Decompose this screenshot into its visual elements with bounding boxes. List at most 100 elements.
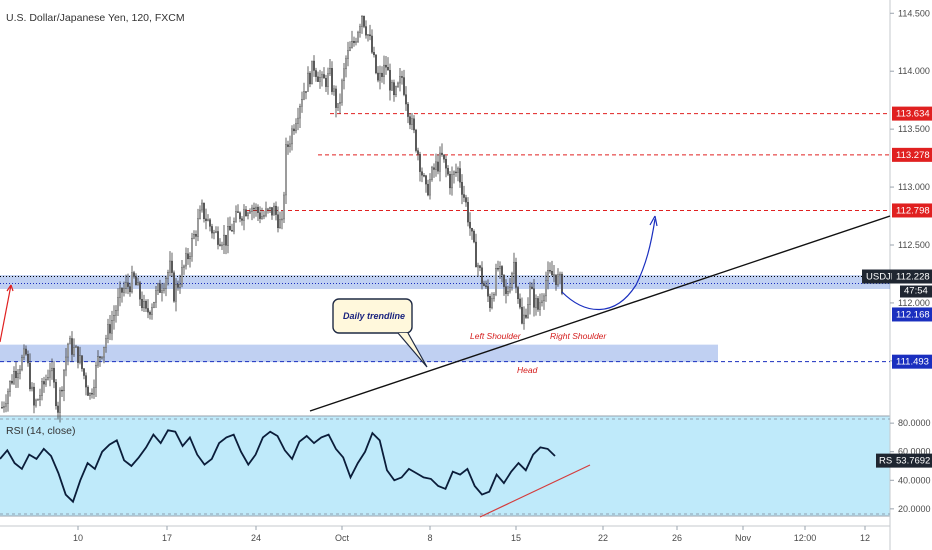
candle-body	[427, 183, 429, 196]
annotation-left-shoulder: Left Shoulder	[470, 331, 522, 341]
candle-body	[437, 161, 439, 172]
annotation-right-shoulder: Right Shoulder	[550, 331, 607, 341]
rsi-divergence-line[interactable]	[479, 464, 591, 518]
candle-body	[297, 117, 299, 124]
candle-body	[137, 282, 139, 286]
candle-body	[553, 274, 555, 276]
candle-body	[27, 354, 29, 364]
price-tick-label: 113.500	[898, 124, 930, 134]
candle-body	[59, 389, 61, 413]
candle-body	[147, 308, 149, 313]
candle-body	[355, 41, 357, 43]
candle-body	[149, 312, 151, 315]
candle-body	[85, 375, 87, 388]
candle-body	[253, 207, 255, 210]
candle-body	[475, 241, 477, 268]
candle-body	[333, 88, 335, 92]
symbol-badge: USDJPY	[862, 269, 904, 284]
candle-body	[495, 268, 497, 295]
candle-body	[15, 371, 17, 379]
candle-body	[207, 219, 209, 221]
candle-body	[345, 58, 347, 70]
candle-body	[339, 102, 341, 104]
candle-body	[267, 208, 269, 211]
candle-body	[181, 267, 183, 285]
candle-body	[509, 286, 511, 292]
level-badge-bg	[892, 147, 932, 162]
candle-body	[353, 41, 355, 43]
candle-body	[131, 272, 133, 293]
rsi-line	[0, 429, 556, 504]
candle-body	[279, 219, 281, 229]
candle-body	[423, 175, 425, 177]
candle-body	[523, 314, 525, 324]
candle-body	[115, 310, 117, 316]
candle-body	[489, 296, 491, 308]
callout-pointer	[397, 332, 428, 368]
candle-body	[251, 207, 253, 212]
candle-body	[163, 288, 165, 291]
candle-body	[249, 211, 251, 214]
candle-body	[433, 167, 435, 170]
callout-box	[332, 298, 413, 334]
candle-body	[129, 286, 131, 293]
candle-body	[53, 367, 55, 383]
candle-body	[419, 154, 421, 172]
support-zone[interactable]	[0, 275, 890, 290]
candle-body	[91, 393, 93, 395]
candle-body	[479, 265, 481, 268]
time-tick-label: 24	[251, 533, 261, 543]
candle-body	[501, 266, 503, 276]
candle-body	[413, 118, 415, 131]
candle-body	[387, 67, 389, 71]
candle-body	[547, 270, 549, 281]
candle-body	[405, 94, 407, 105]
candle-body	[441, 152, 443, 155]
candle-body	[67, 343, 69, 358]
candle-body	[409, 116, 411, 125]
candle-body	[117, 297, 119, 311]
time-axis[interactable]: 10 17 24 Oct 8 15 22 26 Nov 12:00 12	[73, 526, 870, 543]
candle-body	[497, 268, 499, 270]
price-tick-label: 112.000	[898, 298, 930, 308]
level-badge: 113.634	[892, 106, 932, 121]
time-tick-label: 17	[162, 533, 172, 543]
candle-body	[447, 168, 449, 175]
candle-body	[87, 386, 89, 396]
support-zone[interactable]	[0, 344, 718, 363]
current-price-badge: 112.228	[892, 269, 932, 284]
candle-body	[303, 91, 305, 100]
candle-body	[141, 299, 143, 309]
candle-body	[241, 218, 243, 221]
rsi-tick-label: 20.0000	[898, 504, 931, 514]
projection-arrow[interactable]	[561, 218, 656, 311]
candle-body	[269, 207, 271, 210]
candle-body	[373, 52, 375, 56]
candle-body	[421, 171, 423, 176]
candle-body	[45, 379, 47, 385]
candle-body	[283, 194, 285, 220]
daily-trendline-callout[interactable]: Daily trendline	[332, 298, 428, 368]
daily-trendline[interactable]	[309, 215, 891, 412]
candle-body	[5, 403, 7, 407]
candle-body	[483, 283, 485, 286]
candle-body	[151, 307, 153, 315]
candle-body	[109, 324, 111, 334]
candle-body	[233, 221, 235, 232]
level-badge-text: 113.634	[896, 109, 930, 120]
candle-body	[499, 266, 501, 269]
candle-body	[363, 16, 365, 27]
candle-body	[341, 80, 343, 103]
candle-body	[465, 197, 467, 203]
candle-body	[525, 314, 527, 318]
candle-body	[481, 267, 483, 284]
candle-body	[107, 324, 109, 339]
candle-body	[459, 168, 461, 183]
time-tick-label: 22	[598, 533, 608, 543]
rsi-pane-bg[interactable]	[0, 416, 890, 516]
candle-body	[255, 206, 257, 210]
candle-body	[287, 144, 289, 147]
candle-body	[225, 234, 227, 246]
candle-body	[503, 274, 505, 287]
time-tick-label: 12:00	[794, 533, 817, 543]
